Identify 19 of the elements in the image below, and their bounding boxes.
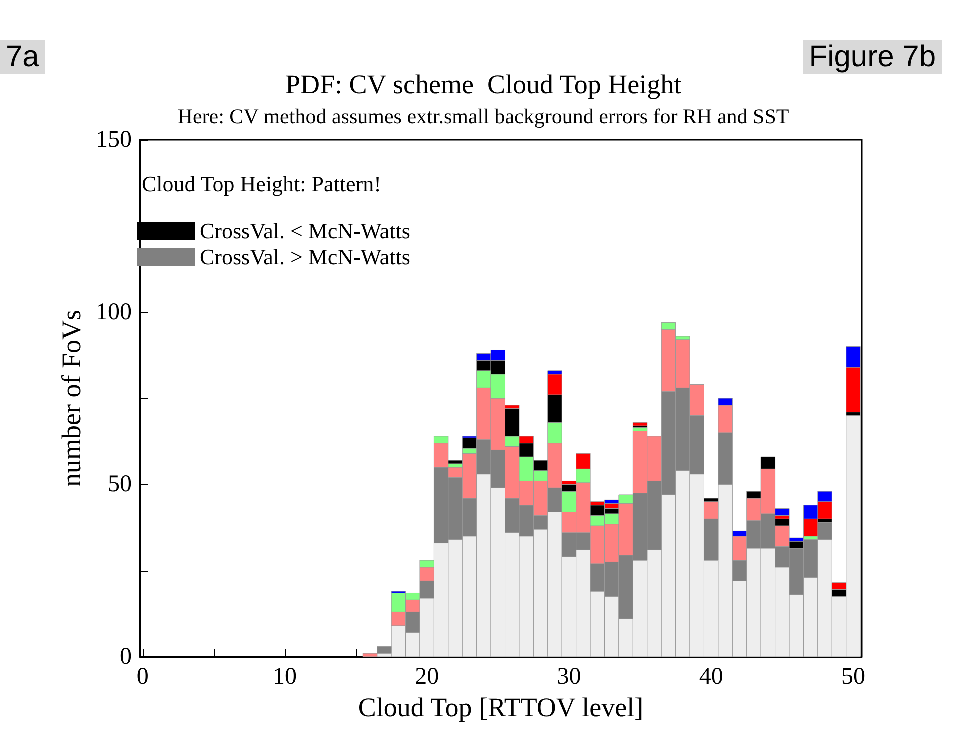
- text: 7a: [6, 40, 40, 74]
- legend-title: Cloud Top Height: Pattern!: [142, 172, 382, 196]
- y-tick-label: 0: [120, 644, 132, 670]
- chart-title: PDF: CV scheme Cloud Top Height: [285, 70, 682, 100]
- y-axis-title: number of FoVs: [56, 310, 87, 487]
- y-tick-label: 50: [108, 472, 132, 498]
- x-tick-label: 30: [557, 664, 582, 690]
- x-tick-label: 10: [272, 664, 297, 690]
- chart-subtitle: Here: CV method assumes extr.small background errors for RH and SST: [178, 104, 790, 128]
- x-tick-label: 0: [136, 664, 149, 690]
- x-tick-label: 20: [415, 664, 440, 690]
- x-tick-label: 50: [841, 664, 866, 690]
- caption: Figure 7b: [809, 40, 936, 74]
- legend-label: CrossVal. > McN-Watts: [200, 244, 410, 270]
- x-axis-title: Cloud Top [RTTOV level]: [358, 692, 644, 722]
- y-tick-label: 100: [96, 299, 132, 326]
- x-tick-label: 40: [699, 664, 724, 690]
- y-tick-label: 150: [96, 127, 132, 153]
- legend-label: CrossVal. < McN-Watts: [200, 218, 410, 244]
